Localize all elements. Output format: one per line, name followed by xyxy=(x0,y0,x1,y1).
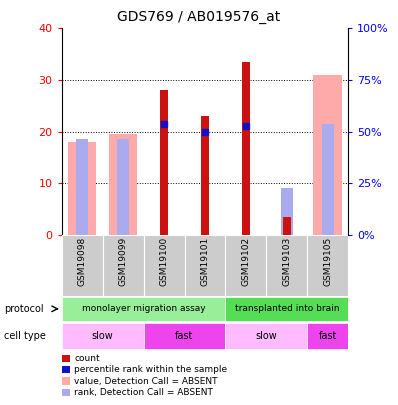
Bar xyxy=(266,235,307,296)
Bar xyxy=(62,297,225,321)
Text: count: count xyxy=(74,354,100,363)
Text: slow: slow xyxy=(256,331,277,341)
Bar xyxy=(144,323,225,349)
Text: protocol: protocol xyxy=(4,304,44,314)
Bar xyxy=(314,75,342,235)
Bar xyxy=(242,62,250,235)
Text: percentile rank within the sample: percentile rank within the sample xyxy=(74,365,228,374)
Bar xyxy=(322,124,334,235)
Text: GSM19100: GSM19100 xyxy=(160,237,168,286)
Text: cell type: cell type xyxy=(4,331,46,341)
Bar xyxy=(117,139,129,235)
Bar xyxy=(225,323,307,349)
Text: slow: slow xyxy=(92,331,113,341)
Text: GSM19105: GSM19105 xyxy=(323,237,332,286)
Bar xyxy=(68,142,96,235)
Text: monolayer migration assay: monolayer migration assay xyxy=(82,304,205,313)
Text: fast: fast xyxy=(318,331,337,341)
Bar xyxy=(307,235,348,296)
Bar xyxy=(62,235,103,296)
Bar xyxy=(225,297,348,321)
Text: GSM19103: GSM19103 xyxy=(282,237,291,286)
Bar xyxy=(185,235,225,296)
Text: value, Detection Call = ABSENT: value, Detection Call = ABSENT xyxy=(74,377,218,386)
Bar xyxy=(307,323,348,349)
Text: transplanted into brain: transplanted into brain xyxy=(234,304,339,313)
Text: GSM19098: GSM19098 xyxy=(78,237,87,286)
Bar xyxy=(281,188,293,235)
Text: GSM19101: GSM19101 xyxy=(201,237,209,286)
Text: fast: fast xyxy=(175,331,194,341)
Bar xyxy=(62,323,144,349)
Text: rank, Detection Call = ABSENT: rank, Detection Call = ABSENT xyxy=(74,388,213,397)
Bar xyxy=(160,90,168,235)
Bar xyxy=(201,116,209,235)
Bar xyxy=(103,235,144,296)
Bar xyxy=(225,235,266,296)
Bar xyxy=(283,217,291,235)
Text: GSM19099: GSM19099 xyxy=(119,237,128,286)
Bar xyxy=(109,134,137,235)
Bar xyxy=(144,235,185,296)
Bar xyxy=(76,139,88,235)
Text: GDS769 / AB019576_at: GDS769 / AB019576_at xyxy=(117,10,281,24)
Text: GSM19102: GSM19102 xyxy=(242,237,250,286)
